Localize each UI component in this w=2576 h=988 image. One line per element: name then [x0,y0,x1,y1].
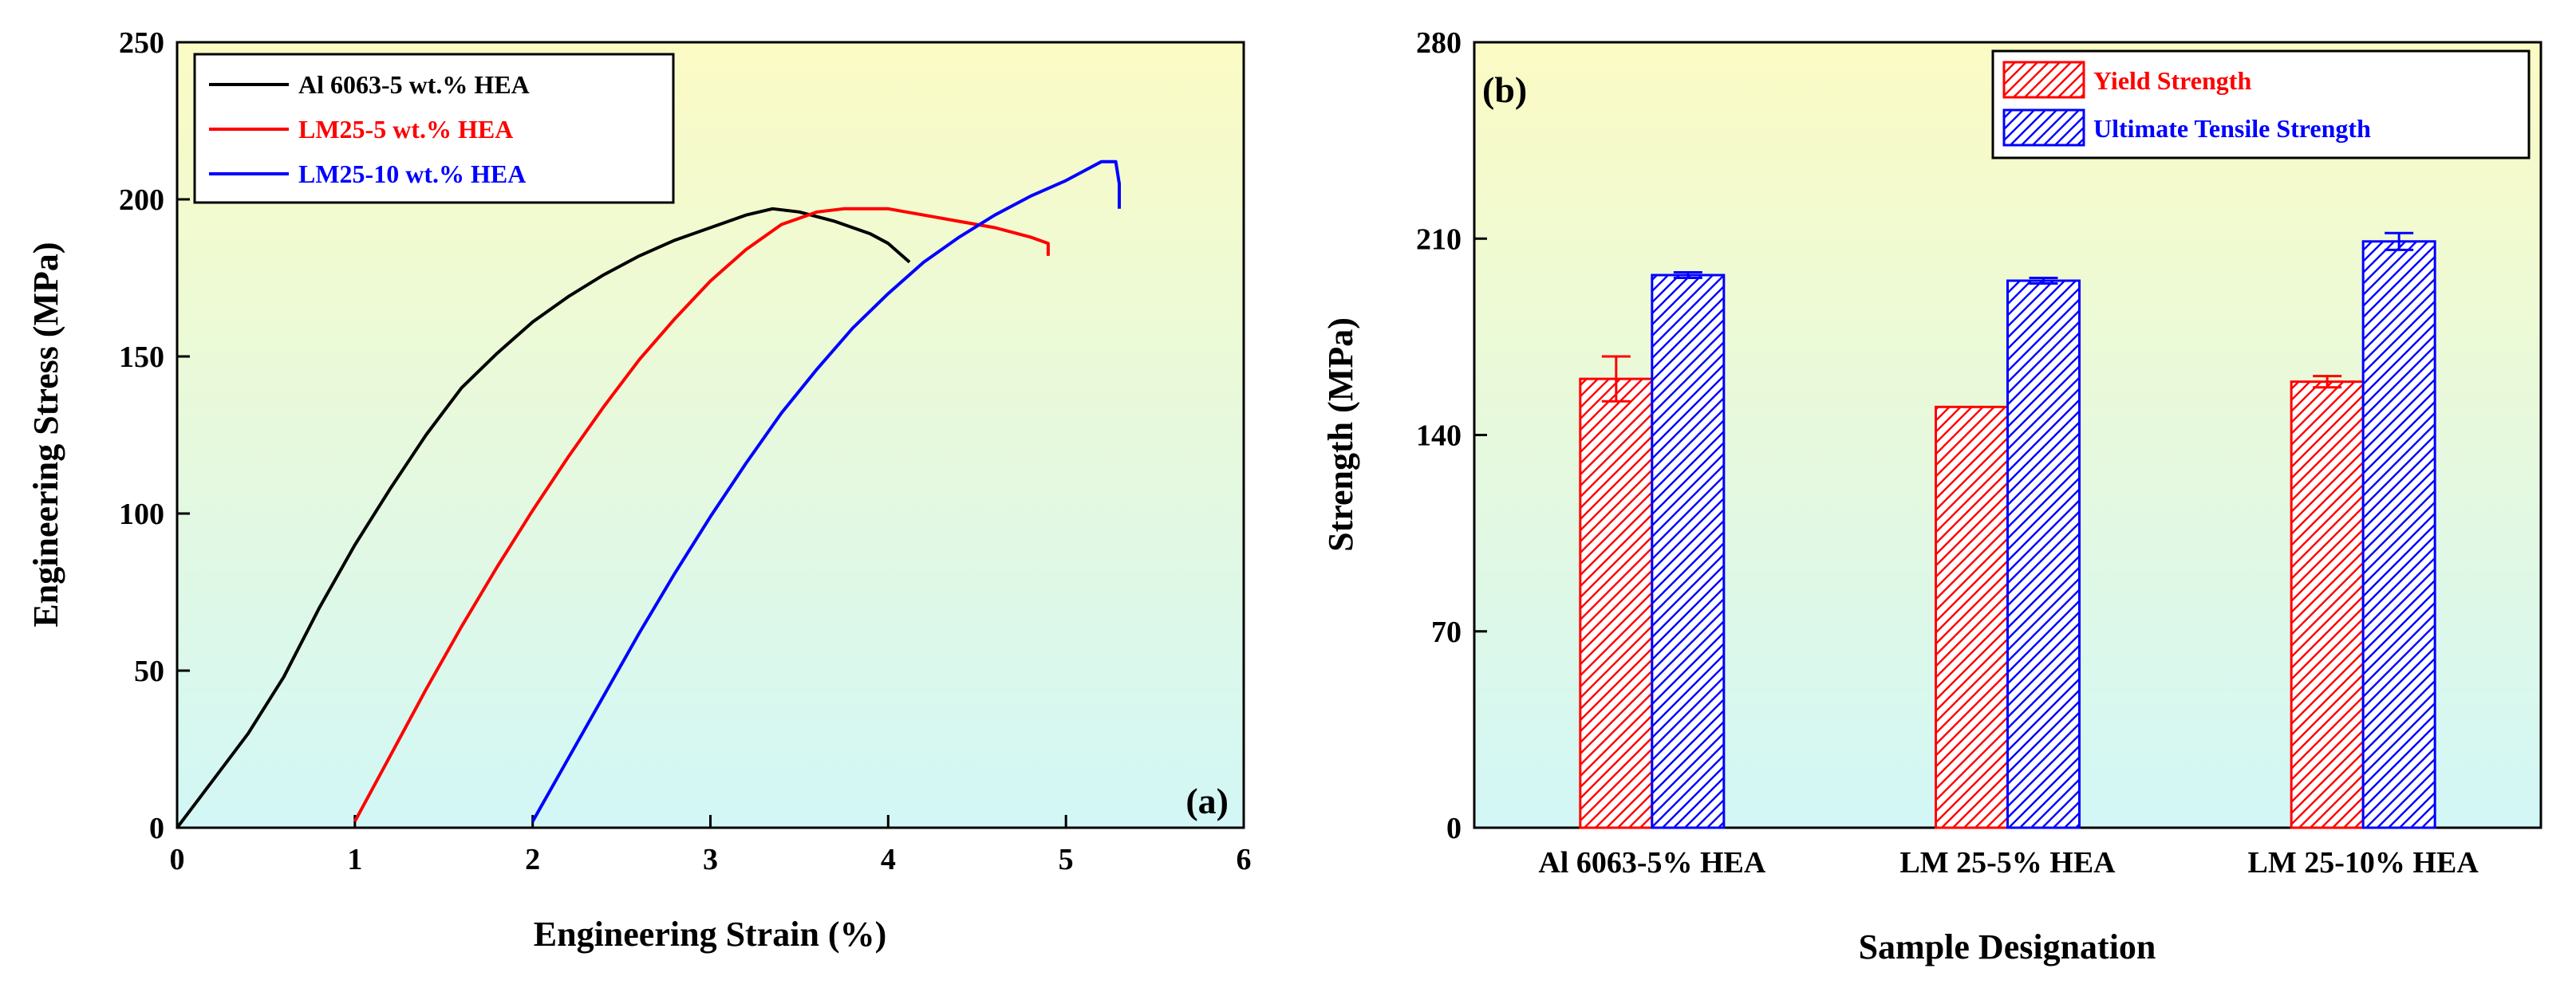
legend-a: Al 6063-5 wt.% HEA LM25-5 wt.% HEA LM25-10… [193,53,675,204]
bar-yield [2290,380,2365,829]
x-tick-label-a: 1 [347,843,362,876]
y-tick-label-b: 280 [1416,26,1462,60]
legend-swatch-b [2002,108,2085,147]
y-tick-label-b: 210 [1416,222,1462,256]
panel-label-a: (a) [1185,781,1229,821]
legend-label-b: Yield Strength [2093,66,2251,95]
legend-label-a: LM25-10 wt.% HEA [298,159,526,188]
y-axis-title-b: Strength (MPa) [1321,317,1360,552]
bar-uts [2361,240,2436,829]
y-tick-label-b: 70 [1431,616,1462,649]
y-tick-label-a: 100 [119,498,164,531]
x-tick-label-a: 6 [1237,843,1252,876]
bar-yield [1579,377,1654,829]
y-tick-label-a: 0 [149,812,164,845]
y-axis-title-a: Engineering Stress (MPa) [26,242,65,627]
legend-label-a: Al 6063-5 wt.% HEA [298,70,530,99]
y-tick-label-a: 150 [119,340,164,374]
legend-label-b: Ultimate Tensile Strength [2093,114,2371,143]
bar-uts [2006,279,2081,829]
legend-swatch-b [2002,61,2085,99]
legend-label-a: LM25-5 wt.% HEA [298,115,513,144]
panel-label-b: (b) [1482,69,1527,110]
x-tick-label-a: 3 [703,843,718,876]
x-tick-label-a: 4 [881,843,896,876]
bar-uts [1651,274,1726,829]
category-label: LM 25-10% HEA [2248,846,2479,880]
y-tick-label-b: 140 [1416,419,1462,453]
strength-bar-chart: 0 70 140 210 280 Al 6063-5% HEA LM 25-5% HEA L… [1321,26,2542,966]
category-label: Al 6063-5% HEA [1538,846,1766,880]
category-label: LM 25-5% HEA [1899,846,2116,880]
y-tick-label-b: 0 [1446,812,1462,845]
x-axis-title-b: Sample Designation [1859,927,2156,966]
bar-yield [1935,405,2009,829]
y-tick-label-a: 250 [119,26,164,60]
x-tick-label-a: 2 [525,843,540,876]
stress-strain-chart: 0 50 100 150 200 250 0 1 2 3 4 5 6 Al 6063-5 wt.% H… [26,26,1252,954]
y-tick-label-a: 50 [134,655,164,688]
y-tick-label-a: 200 [119,183,164,217]
x-tick-label-a: 0 [170,843,185,876]
x-tick-label-a: 5 [1059,843,1074,876]
series-line [531,159,1121,823]
legend-b: Yield Strength Ultimate Tensile Strength [1991,49,2531,159]
x-axis-title-a: Engineering Strain (%) [534,915,886,954]
